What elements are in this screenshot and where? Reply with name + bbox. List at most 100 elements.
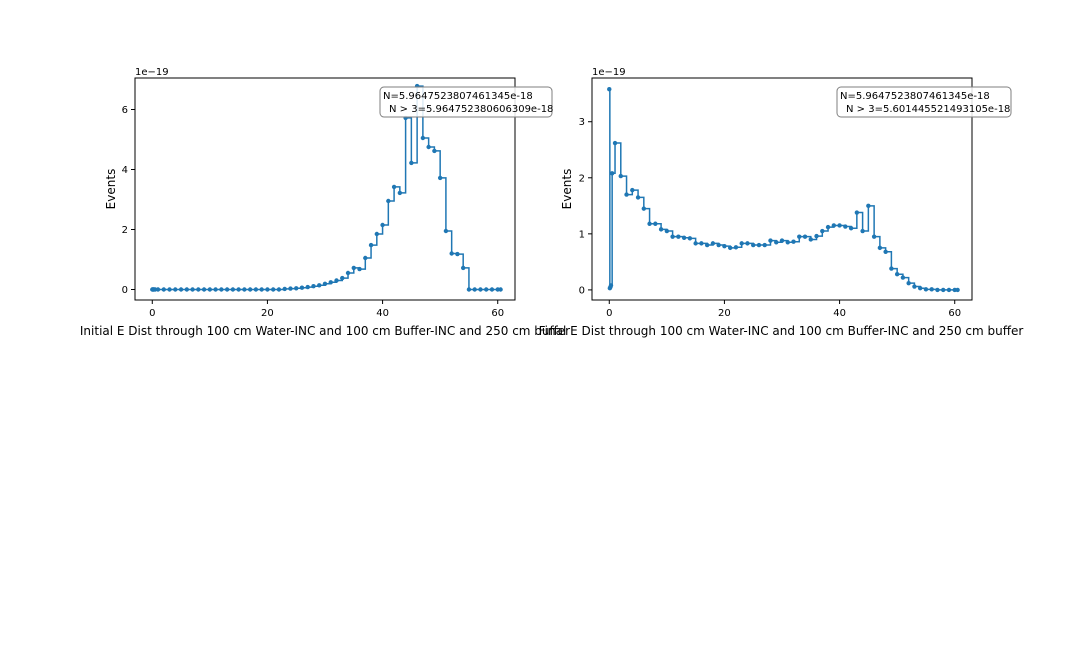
data-point [699, 241, 704, 246]
y-scale-label: 1e−19 [592, 67, 626, 78]
data-point [207, 287, 213, 292]
data-point [224, 287, 230, 292]
plot-area: 0 20 40 60 0 2 4 6 [122, 77, 516, 319]
data-point [317, 283, 322, 288]
data-point [889, 266, 894, 271]
data-point [808, 237, 813, 242]
y-tick-label: 0 [122, 285, 128, 296]
data-point [693, 241, 698, 246]
data-point [391, 184, 397, 190]
data-point [607, 87, 612, 92]
series-line [609, 88, 958, 291]
data-point [716, 242, 721, 248]
data-point [883, 249, 888, 254]
data-point [253, 287, 259, 292]
data-point [906, 280, 911, 286]
data-point [443, 228, 449, 234]
data-point [334, 278, 339, 283]
y-tick-label: 1 [579, 229, 585, 240]
data-point [722, 243, 727, 249]
data-point [247, 287, 253, 292]
data-point [426, 144, 431, 150]
data-point [437, 175, 443, 181]
data-point [478, 287, 483, 292]
data-point [328, 280, 333, 285]
y-tick-label: 0 [579, 285, 585, 296]
data-point [733, 245, 739, 250]
data-point [265, 287, 270, 292]
chart-right: 1e−19 Events Final E Dist through 100 cm… [539, 67, 1024, 338]
data-point [647, 221, 652, 226]
data-point [917, 286, 923, 291]
annotation-line-1: N=5.9647523807461345e-18 [383, 91, 533, 102]
data-point [498, 287, 503, 292]
data-point [294, 286, 299, 291]
data-point [624, 192, 629, 197]
data-point [825, 224, 831, 230]
data-point [727, 245, 733, 251]
data-point [894, 272, 900, 277]
data-point [941, 287, 946, 293]
data-point [322, 281, 328, 286]
y-tick-label: 2 [579, 173, 585, 184]
data-point [196, 287, 201, 292]
data-point [854, 210, 860, 215]
data-point [837, 223, 842, 228]
x-tick-label: 0 [606, 308, 612, 319]
data-point [167, 287, 172, 292]
x-tick-label: 40 [376, 308, 389, 319]
data-point [311, 284, 316, 289]
data-point [751, 242, 756, 248]
data-point [762, 242, 767, 248]
data-point [386, 198, 391, 204]
data-point [219, 287, 224, 292]
annotation-box: N=5.9647523807461345e-18 N > 3=5.6014455… [836, 86, 1012, 118]
data-point [704, 242, 710, 248]
plot-area: 0 20 40 60 0 1 2 3 [579, 77, 973, 319]
data-point [276, 287, 282, 292]
data-point [848, 226, 854, 231]
data-point [460, 265, 466, 271]
data-point [472, 287, 477, 292]
data-point [923, 287, 929, 292]
data-point [340, 275, 345, 281]
annotation-line-2: N > 3=5.964752380606309e-18 [389, 104, 553, 115]
chart-left: 1e−19 Events Initial E Dist through 100 … [80, 67, 570, 338]
data-point [236, 287, 241, 292]
data-point [797, 234, 802, 239]
data-point [929, 287, 934, 292]
data-point [305, 284, 310, 290]
data-point [871, 234, 877, 239]
data-point [409, 160, 414, 166]
data-point [618, 173, 623, 179]
annotation-line-2: N > 3=5.601445521493105e-18 [846, 104, 1010, 115]
data-point [432, 148, 437, 154]
data-point [756, 242, 762, 248]
data-point [860, 228, 865, 234]
axes-frame [591, 77, 973, 301]
data-point [664, 228, 670, 234]
data-point [630, 187, 635, 193]
data-point [658, 227, 664, 232]
data-point [363, 255, 368, 261]
x-tick-label: 0 [149, 308, 155, 319]
data-point [814, 233, 819, 239]
y-tick-label: 3 [579, 117, 585, 128]
data-point [609, 171, 615, 176]
data-point [299, 285, 305, 290]
data-point [368, 242, 374, 248]
data-point [900, 275, 906, 280]
data-point [608, 283, 614, 288]
data-point [397, 190, 403, 196]
data-point [351, 265, 356, 271]
data-point [935, 287, 940, 293]
data-point [155, 287, 161, 292]
data-point [357, 266, 362, 272]
data-point [449, 251, 454, 256]
x-tick-label: 60 [948, 308, 961, 319]
data-point [259, 287, 264, 292]
data-point [710, 241, 716, 246]
data-point [877, 245, 883, 251]
y-tick-label: 6 [122, 105, 128, 116]
